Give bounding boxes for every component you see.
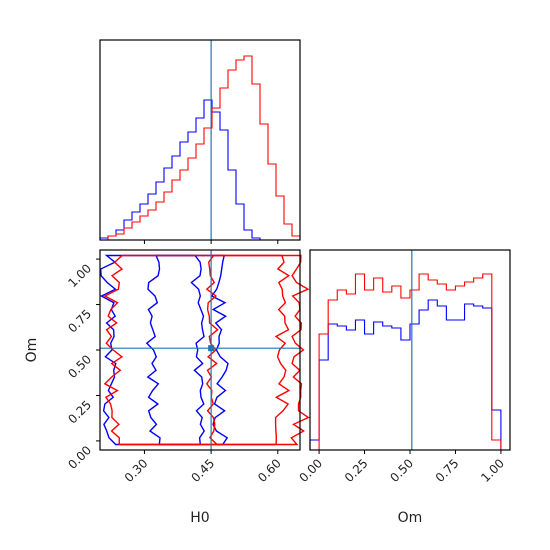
om-xtick-label: 0.75 (433, 456, 462, 485)
x-axis-label-om: Om (398, 510, 423, 526)
om-ytick-label: 0.75 (65, 307, 94, 336)
truth-marker (208, 345, 215, 352)
om-ytick-label: 1.00 (65, 261, 94, 290)
h0-xtick-label: 0.45 (188, 456, 217, 485)
h0-hist-red (100, 55, 301, 241)
om-ytick-label: 0.50 (65, 352, 94, 381)
om-xtick-label: 0.25 (342, 456, 371, 485)
om-hist-blue (309, 299, 510, 451)
h0-xtick-label: 0.60 (255, 456, 284, 485)
om-ytick-label: 0.25 (65, 398, 94, 427)
y-axis-label-om: Om (24, 338, 40, 363)
om-hist-red (310, 273, 510, 451)
om-xtick-label: 0.00 (296, 456, 325, 485)
om-marginal-frame (309, 249, 511, 451)
h0-marginal-frame (99, 39, 301, 241)
h0-xtick-label: 0.30 (122, 456, 151, 485)
contour-red-inner (205, 254, 291, 446)
om-marginal-panel: 0.00 0.25 0.50 0.75 1.00 Om (296, 249, 511, 526)
x-axis-label-h0: H0 (190, 510, 209, 526)
om-xtick-label: 1.00 (478, 456, 507, 485)
om-ytick-label: 0.00 (65, 443, 94, 472)
contour-blue-inner (145, 254, 206, 446)
h0-hist-blue (99, 99, 300, 241)
joint-frame (99, 249, 301, 451)
h0-om-joint-panel: 0.30 0.45 0.60 0.00 0.25 0.50 0.75 1.00 H0 Om (24, 249, 310, 526)
om-xtick-label: 0.50 (387, 456, 416, 485)
h0-marginal-panel (99, 39, 301, 244)
contour-red-outer (103, 254, 310, 446)
